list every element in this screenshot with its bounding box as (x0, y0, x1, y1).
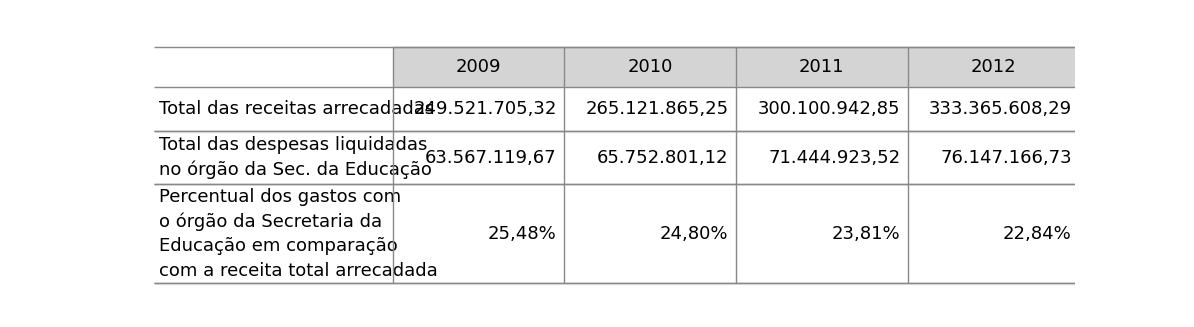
Bar (154, 184, 393, 284)
Bar (565, 87, 736, 131)
Text: 24,80%: 24,80% (660, 225, 728, 243)
Bar (565, 184, 736, 284)
Text: 2009: 2009 (456, 58, 501, 76)
Text: 333.365.608,29: 333.365.608,29 (929, 100, 1072, 118)
Text: Percentual dos gastos com
o órgão da Secretaria da
Educação em comparação
com a : Percentual dos gastos com o órgão da Sec… (159, 188, 437, 280)
Text: 71.444.923,52: 71.444.923,52 (768, 149, 900, 167)
Bar (907, 47, 1079, 87)
Bar (736, 131, 907, 184)
Text: Total das despesas liquidadas
no órgão da Sec. da Educação: Total das despesas liquidadas no órgão d… (159, 136, 431, 180)
Bar (736, 184, 907, 284)
Bar (154, 87, 393, 131)
Bar (393, 184, 565, 284)
Bar (907, 184, 1079, 284)
Bar (736, 87, 907, 131)
Bar (907, 131, 1079, 184)
Bar (736, 47, 907, 87)
Text: 2012: 2012 (971, 58, 1016, 76)
Text: 76.147.166,73: 76.147.166,73 (940, 149, 1072, 167)
Text: 22,84%: 22,84% (1003, 225, 1072, 243)
Text: 63.567.119,67: 63.567.119,67 (425, 149, 556, 167)
Text: 249.521.705,32: 249.521.705,32 (413, 100, 556, 118)
Bar (154, 131, 393, 184)
Bar (393, 47, 565, 87)
Text: Total das receitas arrecadadas: Total das receitas arrecadadas (159, 100, 433, 118)
Text: 2010: 2010 (627, 58, 672, 76)
Text: 65.752.801,12: 65.752.801,12 (597, 149, 728, 167)
Text: 23,81%: 23,81% (831, 225, 900, 243)
Bar (393, 131, 565, 184)
Text: 265.121.865,25: 265.121.865,25 (585, 100, 728, 118)
Text: 25,48%: 25,48% (488, 225, 556, 243)
Bar (565, 47, 736, 87)
Bar (393, 87, 565, 131)
Bar (565, 131, 736, 184)
Text: 300.100.942,85: 300.100.942,85 (758, 100, 900, 118)
Text: 2011: 2011 (799, 58, 844, 76)
Bar (907, 87, 1079, 131)
